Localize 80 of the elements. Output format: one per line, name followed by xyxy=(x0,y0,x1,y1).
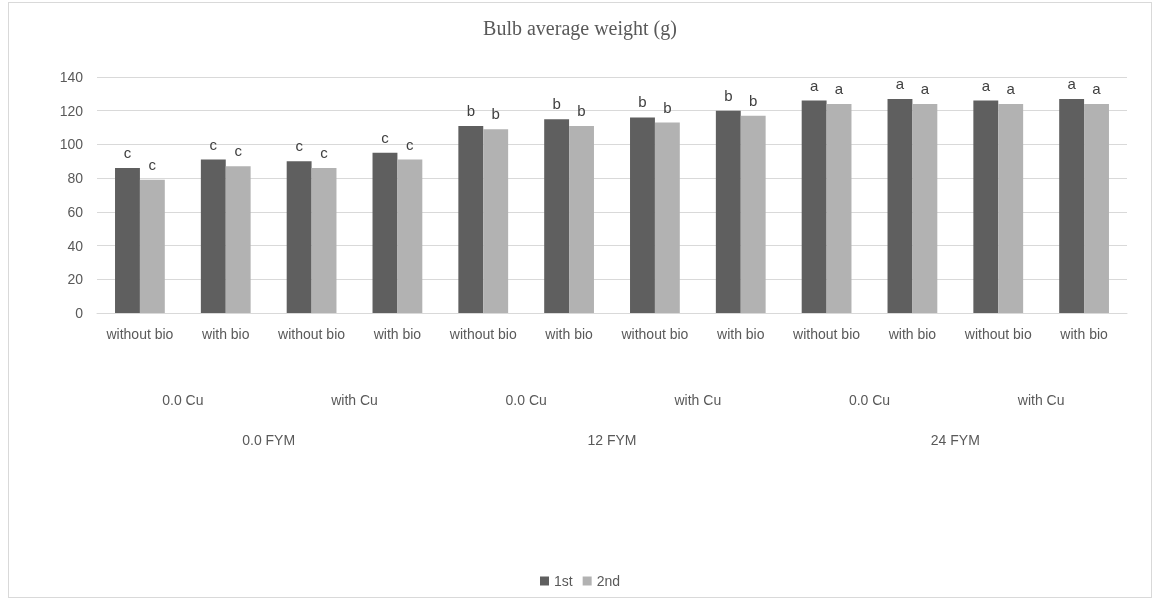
data-label: a xyxy=(1006,79,1016,97)
text: with Cu xyxy=(1016,392,1065,408)
data-label: b xyxy=(466,101,475,119)
data-label: c xyxy=(406,135,415,153)
bar xyxy=(826,103,852,313)
y-tick-label: 60 xyxy=(67,203,84,220)
x-tick-label: with bio xyxy=(887,326,937,342)
text: 0.0 Cu xyxy=(848,392,891,408)
text: 0.0 FYM xyxy=(242,432,296,448)
data-label: c xyxy=(381,128,390,146)
y-tick-label: 80 xyxy=(67,170,84,187)
text: 0.0 Cu xyxy=(505,392,547,408)
y-tick-label: 100 xyxy=(59,136,84,153)
data-label: b xyxy=(577,101,586,119)
y-tick-label: 20 xyxy=(67,271,84,288)
text: with Cu xyxy=(330,392,378,408)
bar xyxy=(630,117,655,313)
data-label: a xyxy=(981,76,991,94)
x-tick-label: with bio xyxy=(544,326,594,342)
bar xyxy=(887,98,913,313)
bar xyxy=(654,122,680,313)
data-label: b xyxy=(491,105,500,123)
data-label: c xyxy=(234,142,243,160)
bar xyxy=(912,103,938,313)
data-label: b xyxy=(663,98,672,116)
x-tick-label: without bio xyxy=(448,326,517,342)
x-tick-label: without bio xyxy=(277,326,346,342)
bar xyxy=(225,166,251,313)
y-tick-label: 0 xyxy=(75,305,84,321)
text: 0.0 Cu xyxy=(162,392,204,408)
bar xyxy=(998,103,1024,313)
data-label: c xyxy=(148,155,157,173)
bar xyxy=(115,168,140,313)
data-label: a xyxy=(834,79,844,97)
data-label: c xyxy=(209,135,218,153)
bar xyxy=(286,161,312,313)
x-tick-label: without bio xyxy=(963,326,1032,342)
text: 12 FYM xyxy=(587,432,637,448)
bar xyxy=(973,100,999,313)
data-label: a xyxy=(809,76,819,94)
data-label: c xyxy=(123,144,132,162)
bar xyxy=(801,100,827,313)
data-label: c xyxy=(320,144,329,162)
bar xyxy=(740,115,766,313)
bar xyxy=(544,119,570,313)
x-tick-label: with bio xyxy=(716,326,765,342)
text: 24 FYM xyxy=(930,432,980,448)
x-tick-label: with bio xyxy=(1059,326,1109,342)
bar xyxy=(1059,98,1085,313)
data-label: a xyxy=(1092,79,1102,97)
legend-label: 2nd xyxy=(596,573,621,589)
data-label: b xyxy=(552,95,561,113)
bar xyxy=(1084,103,1109,313)
bar xyxy=(715,110,741,313)
text: with Cu xyxy=(673,392,722,408)
y-tick-label: 120 xyxy=(59,102,84,119)
data-label: a xyxy=(895,74,905,92)
data-label: b xyxy=(749,91,758,109)
bar xyxy=(458,125,484,313)
bar xyxy=(372,152,398,313)
x-tick-label: without bio xyxy=(792,326,861,342)
data-label: b xyxy=(638,93,647,111)
data-label: b xyxy=(724,86,733,104)
bar xyxy=(569,125,594,313)
bar xyxy=(397,159,423,313)
chart-title: Bulb average weight (g) xyxy=(483,17,677,40)
data-label: a xyxy=(1067,74,1077,92)
data-label: a xyxy=(920,79,930,97)
legend-label: 1st xyxy=(553,573,573,589)
x-tick-label: with bio xyxy=(372,326,422,342)
bar xyxy=(139,179,165,313)
bar xyxy=(483,129,509,313)
data-label: c xyxy=(295,137,304,155)
x-tick-label: without bio xyxy=(105,326,174,342)
y-tick-label: 140 xyxy=(59,69,84,85)
y-tick-label: 40 xyxy=(67,237,84,254)
bar xyxy=(311,168,337,313)
x-tick-label: without bio xyxy=(620,326,689,342)
bar xyxy=(200,159,226,313)
x-tick-label: with bio xyxy=(201,326,250,342)
